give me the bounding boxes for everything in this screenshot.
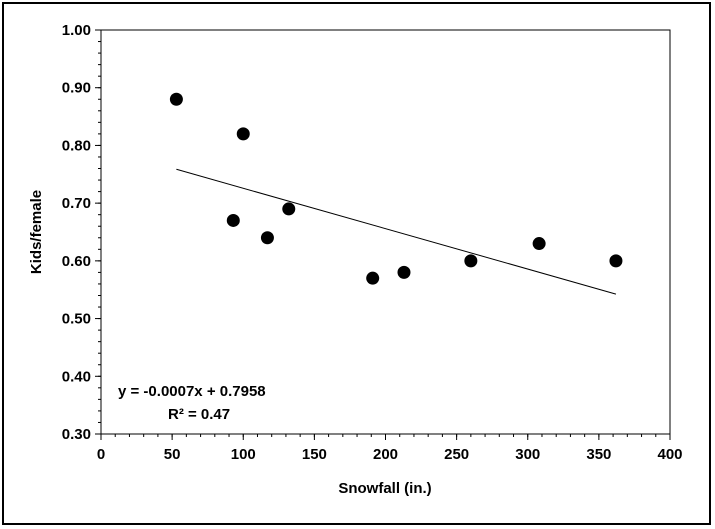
data-point [260,231,274,245]
data-point [397,265,411,279]
y-tick-label: 0.90 [62,80,91,97]
trendline-equation: y = -0.0007x + 0.7958 [118,383,266,400]
y-tick-label: 1.00 [62,22,91,39]
x-tick-label: 100 [231,446,256,463]
data-points [169,92,623,285]
data-point [169,92,183,106]
data-point [366,271,380,285]
x-tick-label: 0 [97,446,105,463]
trendline [176,168,617,295]
x-tick-label: 50 [164,446,181,463]
plot-area [100,29,671,435]
data-point [532,237,546,251]
x-tick-label: 250 [444,446,469,463]
y-tick-label: 0.70 [62,195,91,212]
data-point [236,127,250,141]
data-point [464,254,478,268]
y-tick-label: 0.30 [62,426,91,443]
x-tick-label: 150 [302,446,327,463]
x-tick-label: 200 [373,446,398,463]
trendline-r-squared: R² = 0.47 [168,406,230,423]
trendline-group [176,168,617,295]
x-tick-label: 400 [657,446,682,463]
y-tick-label: 0.40 [62,368,91,385]
y-axis-title: Kids/female [28,190,45,274]
y-tick-label: 0.50 [62,311,91,328]
y-tick-label: 0.80 [62,137,91,154]
data-point [226,213,240,227]
y-tick-label: 0.60 [62,253,91,270]
x-tick-label: 350 [586,446,611,463]
data-point [282,202,296,216]
x-axis-title: Snowfall (in.) [338,480,431,497]
x-axis: 0 50 100 150 200 250 300 350 400 [97,434,683,463]
y-axis: 0.30 0.40 0.50 0.60 0.70 0.80 0.90 1.00 [62,22,101,443]
x-tick-label: 300 [515,446,540,463]
data-point [609,254,623,268]
